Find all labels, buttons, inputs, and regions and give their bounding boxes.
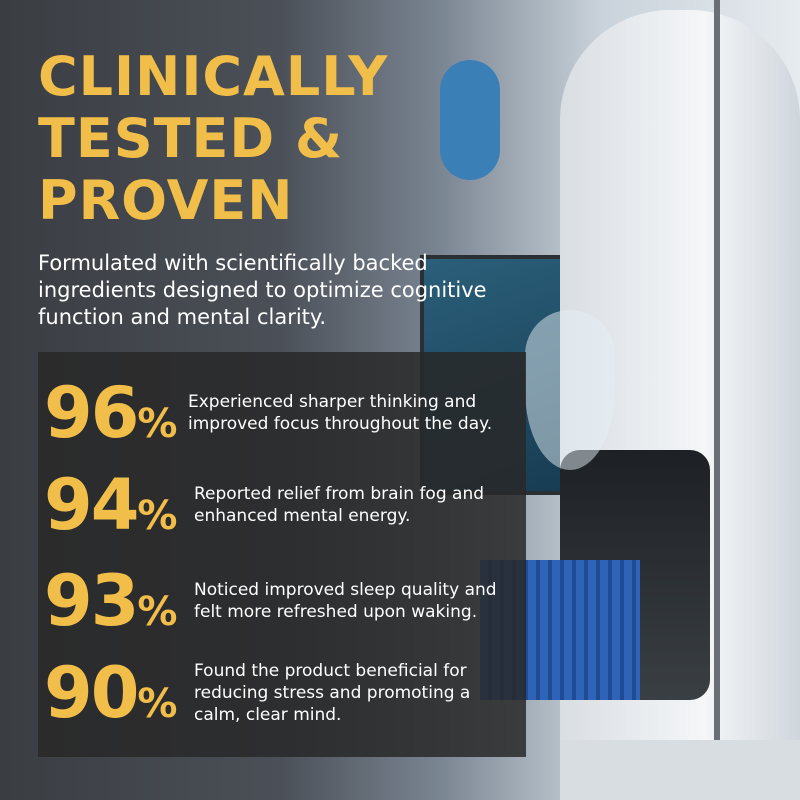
stat-text: Experienced sharper thinking and improve… xyxy=(188,392,493,434)
separatory-funnel xyxy=(525,310,615,470)
stat-text: Found the product beneficial for reducin… xyxy=(194,661,471,725)
stat-number: 94 xyxy=(44,464,139,546)
glove xyxy=(440,60,500,180)
lab-stand-pole xyxy=(714,0,720,780)
headline: CLINICALLY TESTED & PROVEN xyxy=(38,46,388,232)
stat-value: 93% xyxy=(38,560,188,642)
stat-item: 94% Reported relief from brain fog and e… xyxy=(38,464,518,546)
headline-line: PROVEN xyxy=(38,169,294,232)
headline-line: TESTED & xyxy=(38,107,344,170)
stat-text: Noticed improved sleep quality and felt … xyxy=(194,580,497,622)
headline-line: CLINICALLY xyxy=(38,45,389,108)
stat-item: 93% Noticed improved sleep quality and f… xyxy=(38,560,518,642)
bench xyxy=(560,740,800,800)
stats-panel: 96% Experienced sharper thinking and imp… xyxy=(38,352,526,757)
stat-item: 90% Found the product beneficial for red… xyxy=(38,652,518,734)
stat-unit: % xyxy=(137,493,178,539)
stat-unit: % xyxy=(137,589,178,635)
stat-number: 96 xyxy=(44,372,139,454)
stat-item: 96% Experienced sharper thinking and imp… xyxy=(38,372,518,454)
stat-value: 90% xyxy=(38,652,188,734)
stat-number: 90 xyxy=(44,652,139,734)
stat-number: 93 xyxy=(44,560,139,642)
stat-unit: % xyxy=(137,681,178,727)
stat-value: 96% xyxy=(38,372,188,454)
stat-value: 94% xyxy=(38,464,188,546)
subheadline: Formulated with scientifically backed in… xyxy=(38,251,487,329)
stat-unit: % xyxy=(137,401,178,447)
stat-text: Reported relief from brain fog and enhan… xyxy=(194,484,485,526)
